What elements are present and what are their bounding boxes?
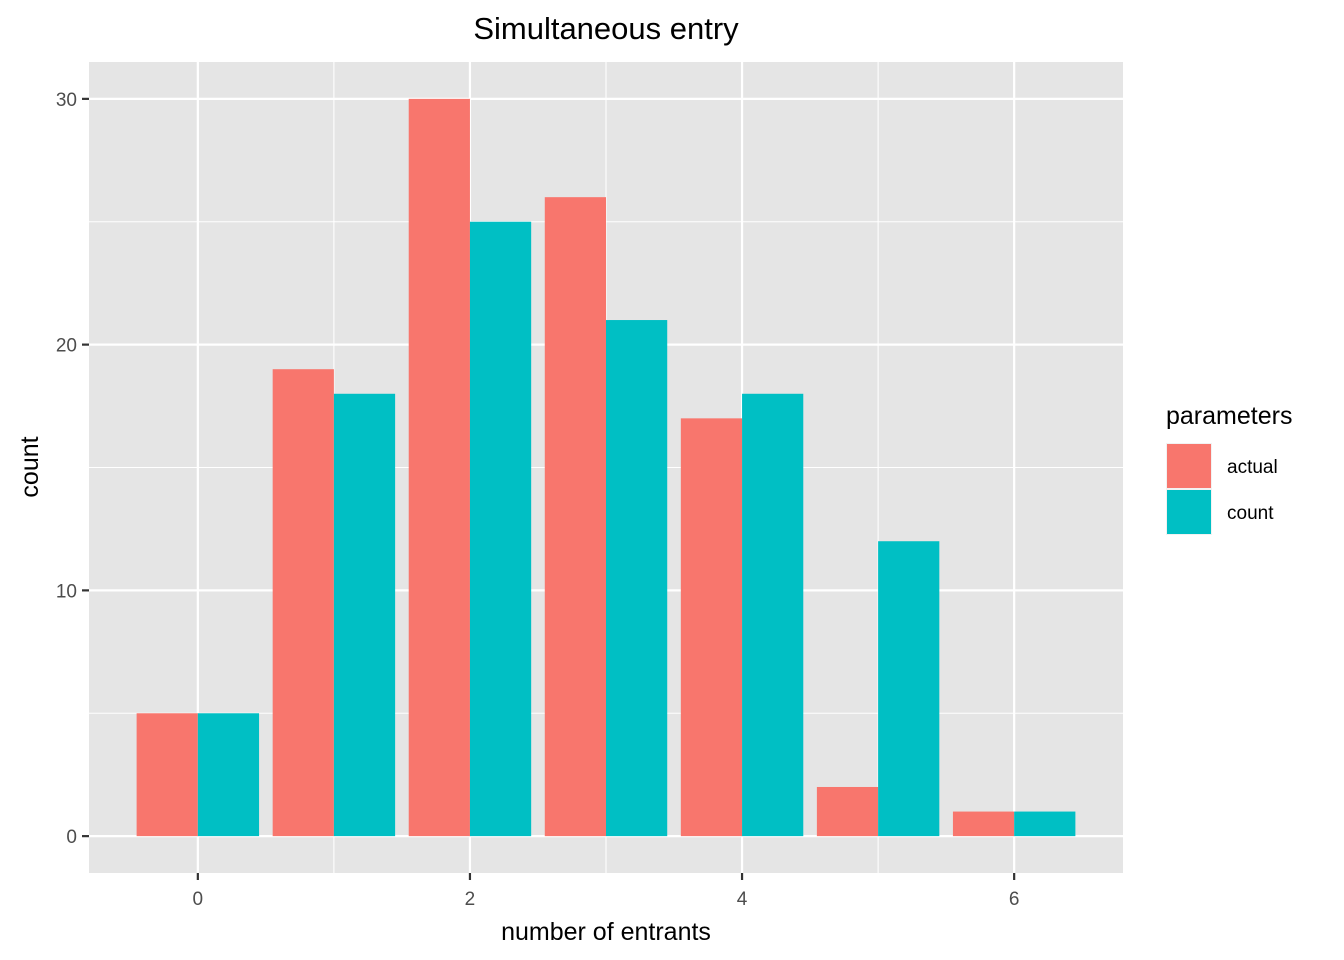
bar-count-3 xyxy=(606,320,668,837)
bar-count-5 xyxy=(878,541,940,837)
legend-label-count: count xyxy=(1227,503,1274,524)
bar-count-0 xyxy=(197,713,260,837)
y-tick-label: 0 xyxy=(66,827,77,848)
bar-count-2 xyxy=(469,221,532,837)
x-tick-label: 0 xyxy=(193,889,204,910)
plot-panel: 0 10 20 30 0 2 4 6 xyxy=(56,62,1123,910)
bar-actual-3 xyxy=(544,197,606,837)
y-tick-label: 10 xyxy=(56,581,77,602)
bar-count-1 xyxy=(333,393,396,837)
bar-actual-0 xyxy=(136,713,198,837)
x-tick-label: 4 xyxy=(737,889,748,910)
legend-label-actual: actual xyxy=(1227,457,1278,478)
bar-count-6 xyxy=(1014,811,1076,837)
y-tick-label: 20 xyxy=(56,336,77,357)
legend-key-actual xyxy=(1167,444,1211,488)
bar-actual-4 xyxy=(680,418,743,837)
legend-key-count xyxy=(1167,490,1211,534)
chart-title: Simultaneous entry xyxy=(473,11,739,46)
bar-count-4 xyxy=(742,393,804,837)
bar-actual-2 xyxy=(408,98,470,837)
x-axis-title: number of entrants xyxy=(501,918,711,946)
legend-title: parameters xyxy=(1166,402,1292,430)
legend: parameters actual count xyxy=(1166,402,1292,535)
bar-actual-6 xyxy=(952,811,1015,837)
bar-actual-1 xyxy=(272,369,334,837)
x-tick-label: 2 xyxy=(465,889,476,910)
bar-actual-5 xyxy=(816,786,879,837)
y-tick-label: 30 xyxy=(56,90,77,111)
y-axis-title: count xyxy=(16,436,44,497)
x-tick-label: 6 xyxy=(1009,889,1020,910)
